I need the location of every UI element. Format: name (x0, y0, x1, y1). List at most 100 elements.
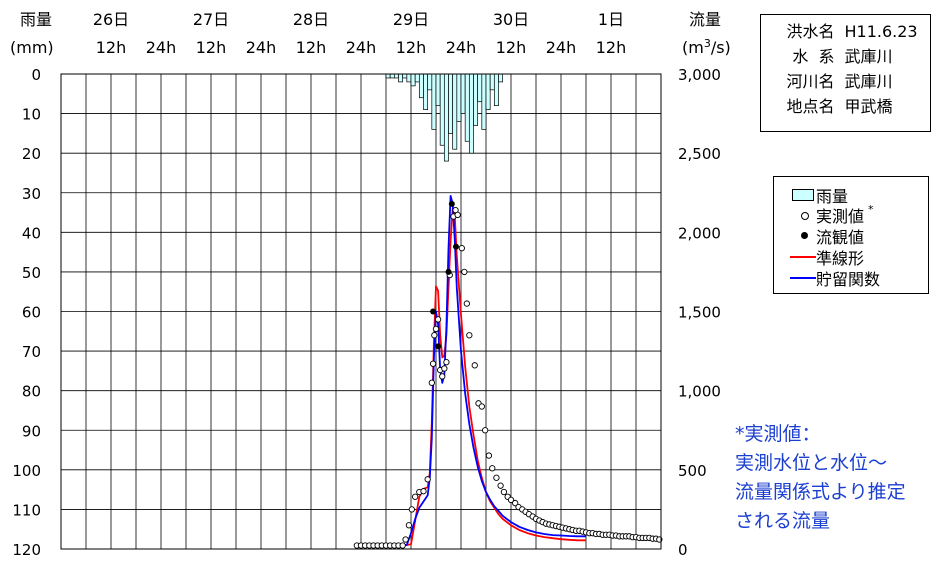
info-value: H11.6.23 (844, 22, 918, 41)
observed-point (463, 300, 470, 307)
left-tick-label: 100 (12, 462, 41, 480)
observed-point (399, 542, 406, 549)
left-tick-label: 10 (22, 106, 41, 124)
right-axis-unit-sup: 3 (704, 37, 711, 50)
left-tick-label: 90 (22, 422, 41, 440)
rain-bar (418, 73, 424, 99)
plot-frame (60, 73, 662, 550)
note-line: 流量関係式より推定 (735, 481, 906, 503)
x-day-label: 30日 (493, 10, 529, 29)
observed-point (454, 211, 461, 219)
rain-bar (414, 73, 420, 83)
x-hour-label: 12h (396, 38, 427, 57)
legend-item-quasi-linear: 準線形 (774, 247, 865, 268)
rain-bar (485, 73, 491, 110)
left-tick-label: 20 (22, 145, 41, 163)
observed-point (512, 499, 519, 507)
chart-legend: 雨量 実測値 * 流観値 準線形 貯留関数 (773, 176, 929, 294)
x-day-label: 28日 (293, 10, 329, 29)
info-key: 洪水名 (786, 22, 835, 41)
chart-grid (61, 74, 661, 549)
rain-bar (443, 73, 449, 162)
left-tick-label: 80 (22, 383, 41, 401)
rain-bar (456, 73, 462, 122)
left-tick-label: 110 (12, 501, 41, 519)
legend-label: 準線形 (816, 249, 865, 268)
rain-bar (448, 73, 454, 134)
left-tick-label: 0 (31, 66, 41, 84)
observed-point (471, 362, 478, 369)
filled-circle-icon (774, 226, 816, 246)
left-tick-label: 30 (22, 185, 41, 203)
rainfall-bars (385, 73, 504, 162)
info-value: 武庫川 (844, 47, 893, 66)
info-row-station-name: 地点名 甲武橋 (761, 94, 930, 119)
legend-item-storage-function: 貯留関数 (774, 268, 880, 289)
observed-point (493, 474, 500, 481)
note-line: *実測値： (735, 423, 821, 445)
right-tick-label: 1,500 (678, 304, 721, 322)
info-row-flood-name: 洪水名 H11.6.23 (761, 19, 930, 44)
rain-bar (498, 73, 504, 83)
gauged-point (435, 343, 442, 350)
x-day-label: 29日 (393, 10, 429, 29)
observed-point (441, 365, 448, 372)
rain-bar (402, 73, 408, 79)
flow-series-lines (398, 195, 586, 547)
legend-item-observed: 実測値 * (774, 203, 874, 226)
rain-bar (481, 73, 487, 130)
flood-info-box: 洪水名 H11.6.23 水 系武庫川 河川名 武庫川 地点名 甲武橋 (760, 14, 931, 132)
rain-swatch-icon (774, 185, 816, 205)
rain-bar (452, 73, 458, 150)
observed-point (500, 488, 508, 496)
right-axis-unit-base: (m (682, 38, 704, 57)
x-hour-label: 24h (446, 38, 477, 57)
right-axis-title: 流量 (689, 10, 721, 29)
quasi-linear-line (402, 207, 586, 547)
rain-bar (431, 73, 437, 130)
observed-point (402, 536, 409, 543)
observed-point (420, 488, 427, 495)
observed-point (429, 360, 437, 367)
x-hour-label: 24h (546, 38, 577, 57)
note-line: される流量 (735, 510, 831, 532)
right-tick-label: 0 (678, 541, 688, 559)
rain-bar (435, 73, 441, 107)
observed-point (478, 403, 485, 410)
x-hour-label: 12h (196, 38, 227, 57)
observed-point (431, 332, 438, 339)
info-key: 水 系 (792, 47, 835, 66)
observed-point (458, 245, 465, 252)
rain-bar (427, 73, 433, 91)
open-circle-icon (774, 205, 816, 225)
left-tick-label: 60 (22, 304, 41, 322)
right-tick-label: 500 (678, 462, 707, 480)
legend-item-gauged: 流観値 (774, 226, 864, 247)
gauged-point (453, 243, 459, 250)
left-axis-ticks: 0 10 20 30 40 50 60 70 80 90 100 110 120 (12, 66, 41, 559)
info-key: 河川名 (786, 72, 835, 91)
gauged-point (430, 308, 437, 315)
right-tick-label: 1,000 (678, 383, 721, 401)
right-tick-label: 3,000 (678, 66, 721, 84)
observed-point (497, 482, 504, 489)
rain-bar (393, 73, 399, 79)
legend-asterisk: * (868, 202, 874, 216)
observed-point (412, 493, 419, 500)
left-axis-title: 雨量 (20, 10, 52, 29)
observed-point (482, 427, 489, 434)
x-day-labels: 26日 27日 28日 29日 30日 1日 (93, 10, 624, 29)
info-key: 地点名 (786, 97, 835, 116)
rain-bar (423, 73, 429, 110)
legend-label: 雨量 (816, 187, 849, 206)
observed-point (408, 506, 415, 513)
x-day-label: 26日 (93, 10, 129, 29)
x-day-label: 27日 (193, 10, 229, 29)
rain-bar (406, 73, 412, 83)
rain-bar (385, 73, 391, 79)
observed-value-note: *実測値： 実測水位と水位～ 流量関係式より推定 される流量 (735, 420, 906, 536)
rain-bar (398, 73, 404, 83)
red-line-icon (774, 247, 816, 267)
rain-bar (477, 73, 483, 103)
